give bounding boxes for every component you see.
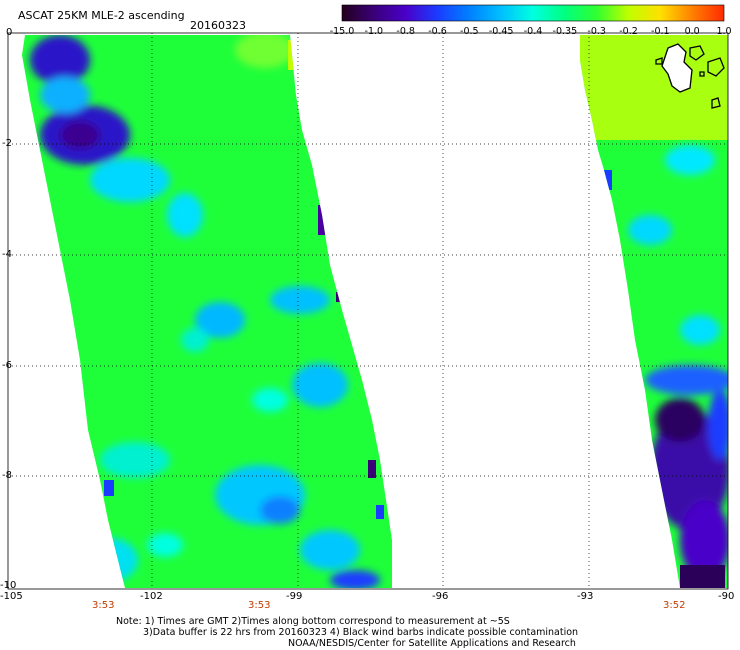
lon-label-4: -93: [577, 591, 594, 602]
graticule: [8, 33, 728, 589]
colorbar-label: -0.35: [553, 26, 578, 37]
colorbar-label: -0.5: [460, 26, 479, 37]
colorbar-label: -0.2: [619, 26, 638, 37]
lat-label-0: 0: [6, 27, 13, 38]
time-label-1: 3:53: [248, 600, 271, 611]
chart-title: ASCAT 25KM MLE-2 ascending: [18, 9, 185, 22]
right-swath: [580, 35, 728, 588]
lon-label-0: -105: [0, 591, 23, 602]
colorbar-label: -0.1: [651, 26, 670, 37]
colorbar-label: -0.45: [489, 26, 514, 37]
lat-label-3: -6: [2, 360, 12, 371]
colorbar-label: -0.4: [524, 26, 543, 37]
lat-label-4: -8: [2, 470, 12, 481]
plot-frame: [7, 32, 729, 590]
lon-label-2: -99: [286, 591, 303, 602]
colorbar-ramp: [341, 4, 725, 22]
time-label-0: 3:53: [92, 600, 115, 611]
colorbar-label: -15.0: [330, 26, 355, 37]
lon-label-5: -90: [718, 591, 735, 602]
note-line-2: 3)Data buffer is 22 hrs from 20160323 4)…: [143, 627, 579, 638]
lat-label-2: -4: [2, 249, 12, 260]
colorbar-label: -0.6: [428, 26, 447, 37]
colorbar-label: 1.0: [716, 26, 731, 37]
note-line-1: Note: 1) Times are GMT 2)Times along bot…: [116, 616, 510, 627]
coastline: [655, 43, 725, 109]
colorbar-label: -0.8: [396, 26, 415, 37]
lat-label-5: -10: [0, 580, 17, 591]
note-line-3: NOAA/NESDIS/Center for Satellite Applica…: [288, 638, 576, 649]
time-label-2: 3:52: [663, 600, 686, 611]
colorbar-label: -0.3: [587, 26, 606, 37]
lon-label-3: -96: [432, 591, 449, 602]
left-swath: [22, 35, 392, 588]
chart-date: 20160323: [190, 19, 246, 32]
colorbar: -15.0 -1.0 -0.8 -0.6 -0.5 -0.45 -0.4 -0.35 -0.3 -…: [330, 4, 732, 37]
lon-label-1: -102: [140, 591, 163, 602]
colorbar-label: -1.0: [365, 26, 384, 37]
lat-label-1: -2: [2, 138, 12, 149]
colorbar-label: 0.0: [685, 26, 700, 37]
